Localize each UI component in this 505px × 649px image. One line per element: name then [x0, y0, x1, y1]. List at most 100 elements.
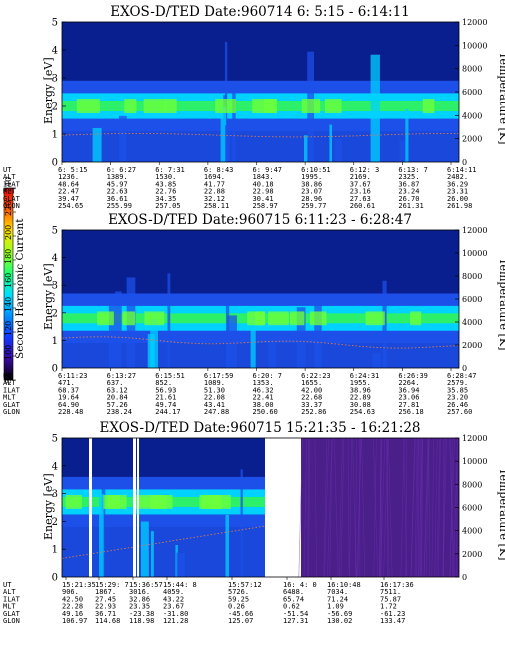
noise-line: [388, 438, 393, 577]
orbit-cell: 22.68: [301, 394, 322, 402]
panel-3-spectrogram: [62, 438, 459, 577]
orbit-cell: 1655.: [301, 379, 322, 387]
orbit-cell: 15:29: 7: [95, 581, 129, 589]
orbit-cell: 260.61: [350, 202, 375, 210]
band-bright-spot: [165, 99, 177, 113]
orbit-cell: 228.48: [58, 408, 83, 416]
orbit-row-label: GLAT: [3, 610, 21, 618]
orbit-cell: 6: 8:43: [204, 166, 234, 174]
orbit-cell: 6:24:31: [350, 372, 380, 380]
orbit-cell: 45.97: [107, 180, 128, 188]
spectrogram-streak: [225, 125, 231, 162]
orbit-cell: 15:57:12: [228, 581, 262, 589]
orbit-cell: 16:17:36: [380, 581, 414, 589]
y2-tick-label: 8000: [462, 65, 482, 74]
panel-1-ylabel-right: Temperature [K]: [497, 52, 505, 144]
y2-tick-label: 12000: [462, 434, 487, 443]
orbit-cell: 6:22:23: [301, 372, 331, 380]
noise-line: [386, 438, 390, 577]
noise-line: [437, 438, 441, 577]
noise-line: [349, 438, 353, 577]
orbit-cell: 15:21:35: [62, 581, 96, 589]
spectrogram-streak: [167, 273, 171, 368]
y2-tick-label: 8000: [462, 272, 482, 281]
orbit-cell: 22.63: [107, 188, 128, 196]
orbit-cell: 257.05: [155, 202, 180, 210]
noise-line: [361, 438, 366, 577]
orbit-cell: 259.77: [301, 202, 326, 210]
orbit-cell: 65.74: [283, 595, 304, 603]
orbit-cell: 254.63: [350, 408, 375, 416]
noise-line: [327, 438, 333, 577]
y-tick-label: 1: [52, 336, 58, 347]
band-bright-spot: [289, 311, 305, 326]
orbit-cell: 6:15:51: [155, 372, 185, 380]
spectrogram-streak: [99, 494, 104, 577]
orbit-cell: 23.35: [129, 603, 150, 611]
orbit-cell: 38.00: [253, 401, 274, 409]
orbit-cell: 27.45: [95, 595, 116, 603]
orbit-cell: 27.63: [350, 195, 371, 203]
orbit-cell: 32.12: [204, 195, 225, 203]
noise-line: [442, 438, 447, 577]
noise-line: [421, 438, 423, 577]
y-tick-label: 0: [52, 364, 58, 375]
y-tick-label: 3: [52, 74, 58, 85]
orbit-row-label: GLAT: [3, 195, 21, 203]
noise-line: [354, 438, 358, 577]
noise-line: [338, 438, 343, 577]
orbit-cell: 2482.: [447, 173, 468, 181]
y2-tick-label: 6000: [462, 295, 482, 304]
noise-line: [324, 438, 329, 577]
spectrogram-streak: [268, 331, 276, 368]
orbit-cell: -31.80: [163, 610, 188, 618]
orbit-cell: 6:12: 3: [350, 166, 380, 174]
panel-2: EXOS-D/TED Date:960715 6:11:23 - 6:28:47…: [3, 212, 505, 416]
band-bright-spot: [150, 494, 173, 509]
orbit-cell: 22.98: [253, 188, 274, 196]
noise-line: [314, 438, 317, 577]
y-tick-label: 4: [52, 461, 58, 472]
y-tick-label: 5: [52, 434, 58, 445]
orbit-cell: 255.99: [107, 202, 132, 210]
y2-tick-label: 10000: [462, 249, 487, 258]
panel-3-title: EXOS-D/TED Date:960715 15:21:35 - 16:21:…: [99, 420, 420, 436]
orbit-row-label: GLON: [3, 408, 20, 416]
spectrogram-streak: [140, 521, 149, 577]
orbit-cell: 852.: [155, 379, 172, 387]
band-bright-spot: [108, 494, 127, 509]
orbit-cell: 2579.: [447, 379, 468, 387]
spectrogram-streak: [118, 115, 127, 162]
y2-tick-label: 2000: [462, 550, 482, 559]
spectrogram-streak: [372, 353, 381, 368]
noise-line: [356, 438, 362, 577]
orbit-cell: 36.94: [398, 386, 419, 394]
orbit-cell: 38.86: [301, 180, 322, 188]
y2-tick-label: 10000: [462, 457, 487, 466]
y-tick-label: 1: [52, 545, 58, 556]
orbit-cell: 63.12: [107, 386, 128, 394]
orbit-cell: 0.26: [228, 603, 245, 611]
band-bright-spot: [76, 99, 100, 113]
orbit-cell: 252.86: [301, 408, 326, 416]
orbit-cell: 906.: [62, 588, 79, 596]
spectrogram-streak: [92, 127, 102, 162]
band-bright-spot: [124, 99, 137, 113]
y2-tick-label: 4000: [462, 111, 482, 120]
orbit-cell: 41.77: [204, 180, 225, 188]
orbit-cell: 33.37: [301, 401, 322, 409]
spectrogram-streak: [399, 140, 409, 162]
orbit-cell: 22.89: [350, 394, 371, 402]
orbit-cell: 51.30: [204, 386, 225, 394]
orbit-row-label: UT: [3, 166, 12, 174]
data-gap: [137, 438, 139, 577]
orbit-cell: 36.71: [95, 610, 116, 618]
orbit-cell: 40.18: [253, 180, 274, 188]
orbit-row-label: MLT: [3, 603, 16, 611]
orbit-cell: 75.87: [380, 595, 401, 603]
y2-tick-label: 2000: [462, 135, 482, 144]
noise-line: [303, 438, 308, 577]
y-tick-label: 5: [52, 226, 58, 237]
orbit-cell: 6: 6:27: [107, 166, 137, 174]
orbit-cell: 22.41: [253, 394, 274, 402]
